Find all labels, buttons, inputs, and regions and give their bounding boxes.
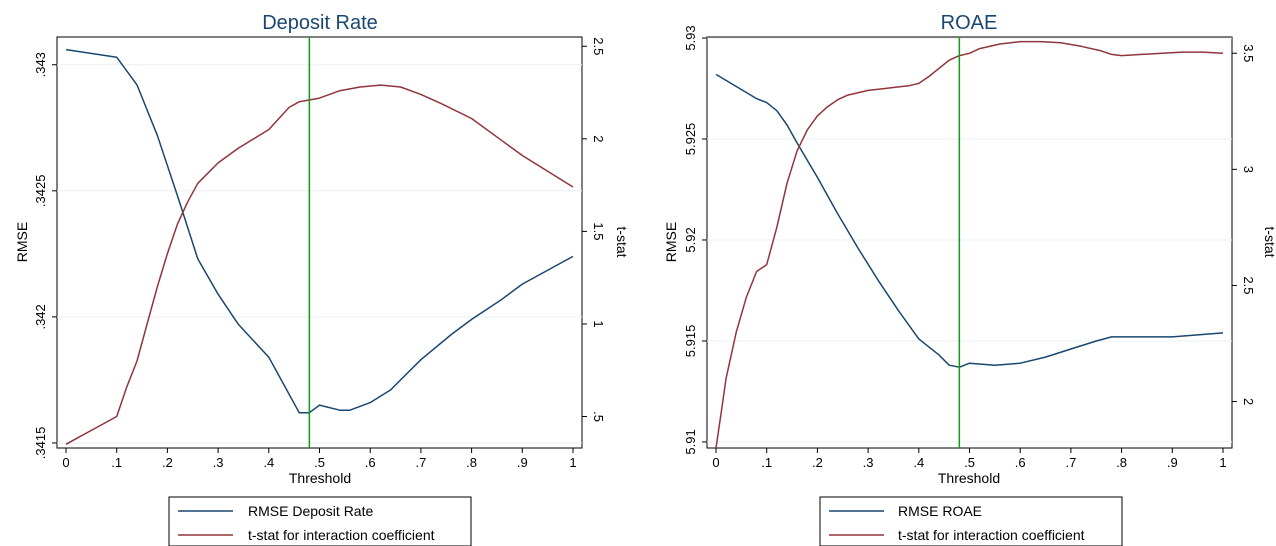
y-axis-label-left: RMSE bbox=[663, 222, 679, 262]
legend: RMSE ROAE t-stat for interaction coeffic… bbox=[819, 496, 1123, 546]
x-tick-label: .9 bbox=[1167, 455, 1178, 470]
y-axis-label-left: RMSE bbox=[14, 222, 30, 262]
left-tick-label: 5.92 bbox=[683, 227, 698, 252]
x-tick-label: 1 bbox=[569, 455, 576, 470]
x-tick-label: .2 bbox=[812, 455, 823, 470]
x-tick-label: .6 bbox=[1015, 455, 1026, 470]
legend-frame bbox=[819, 496, 1123, 546]
tstat-line bbox=[65, 84, 574, 445]
right-tick-label: 3 bbox=[1241, 166, 1256, 173]
x-tick-label: .3 bbox=[863, 455, 874, 470]
x-tick-label: .9 bbox=[517, 455, 528, 470]
legend-label-tstat: t-stat for interaction coefficient bbox=[898, 527, 1085, 543]
left-tick-label: 5.93 bbox=[683, 25, 698, 50]
x-tick-label: .1 bbox=[111, 455, 122, 470]
x-axis-label: Threshold bbox=[938, 470, 1000, 486]
legend-label-rmse: RMSE Deposit Rate bbox=[248, 503, 373, 519]
left-tick-label: .3425 bbox=[33, 175, 48, 208]
x-tick-label: 0 bbox=[712, 455, 719, 470]
series-lines bbox=[715, 40, 1224, 449]
tstat-line bbox=[715, 40, 1224, 449]
x-tick-label: .5 bbox=[964, 455, 975, 470]
right-tick-label: 1.5 bbox=[591, 222, 606, 240]
right-tick-label: 3.5 bbox=[1241, 44, 1256, 62]
x-tick-label: .3 bbox=[213, 455, 224, 470]
x-tick-label: .8 bbox=[466, 455, 477, 470]
plot-frame bbox=[706, 36, 1233, 449]
x-tick-label: .6 bbox=[365, 455, 376, 470]
x-tick-label: .4 bbox=[913, 455, 924, 470]
y-axis-label-right: t-stat bbox=[614, 226, 630, 257]
x-tick-label: .5 bbox=[314, 455, 325, 470]
x-axis-label: Threshold bbox=[289, 470, 351, 486]
series-lines bbox=[65, 48, 574, 445]
x-tick-label: .2 bbox=[162, 455, 173, 470]
right-tick-label: 2.5 bbox=[1241, 276, 1256, 294]
axes: 5.91 5.915 5.92 5.925 5.93 2 2.5 3 3.5 0 .1 .2 .3 .4.… bbox=[683, 25, 1256, 470]
x-tick-label: .7 bbox=[1065, 455, 1076, 470]
x-tick-label: 0 bbox=[62, 455, 69, 470]
right-tick-label: .5 bbox=[591, 411, 606, 422]
right-tick-label: 2 bbox=[591, 135, 606, 142]
x-tick-label: .4 bbox=[263, 455, 274, 470]
x-tick-label: .1 bbox=[761, 455, 772, 470]
y-axis-label-right: t-stat bbox=[1262, 226, 1276, 257]
left-tick-label: 5.915 bbox=[683, 325, 698, 358]
left-tick-label: .3415 bbox=[33, 427, 48, 460]
legend-label-rmse: RMSE ROAE bbox=[898, 503, 982, 519]
panel-deposit-rate: Deposit Rate .3415.342.3425.343.511.522.… bbox=[14, 12, 630, 546]
left-tick-label: 5.925 bbox=[683, 123, 698, 156]
x-tick-label: .7 bbox=[415, 455, 426, 470]
rmse-line bbox=[715, 73, 1224, 368]
gridlines bbox=[57, 64, 582, 444]
gridlines bbox=[707, 37, 1232, 443]
legend-label-tstat: t-stat for interaction coefficient bbox=[248, 527, 435, 543]
legend-frame bbox=[168, 496, 472, 546]
left-tick-label: 5.91 bbox=[683, 429, 698, 454]
panel-roae: ROAE 5.91 5.915 5.92 5.925 5.93 2 2.5 3 3.5 0 .1 .2… bbox=[663, 12, 1276, 546]
rmse-line bbox=[65, 48, 574, 414]
left-tick-label: .343 bbox=[33, 52, 48, 77]
x-tick-label: .8 bbox=[1116, 455, 1127, 470]
right-tick-label: 1 bbox=[591, 320, 606, 327]
chart-title: ROAE bbox=[941, 12, 998, 34]
chart-title: Deposit Rate bbox=[262, 12, 378, 34]
right-tick-label: 2.5 bbox=[591, 37, 606, 55]
legend: RMSE Deposit Rate t-stat for interaction… bbox=[168, 496, 472, 546]
left-tick-label: .342 bbox=[33, 304, 48, 329]
x-tick-label: 1 bbox=[1219, 455, 1226, 470]
right-tick-label: 2 bbox=[1241, 398, 1256, 405]
axes: .3415 .342 .3425 .343 .5 1 1.5 2 2.5 0 .1 .2 .3 .4 .5.… bbox=[33, 37, 606, 470]
